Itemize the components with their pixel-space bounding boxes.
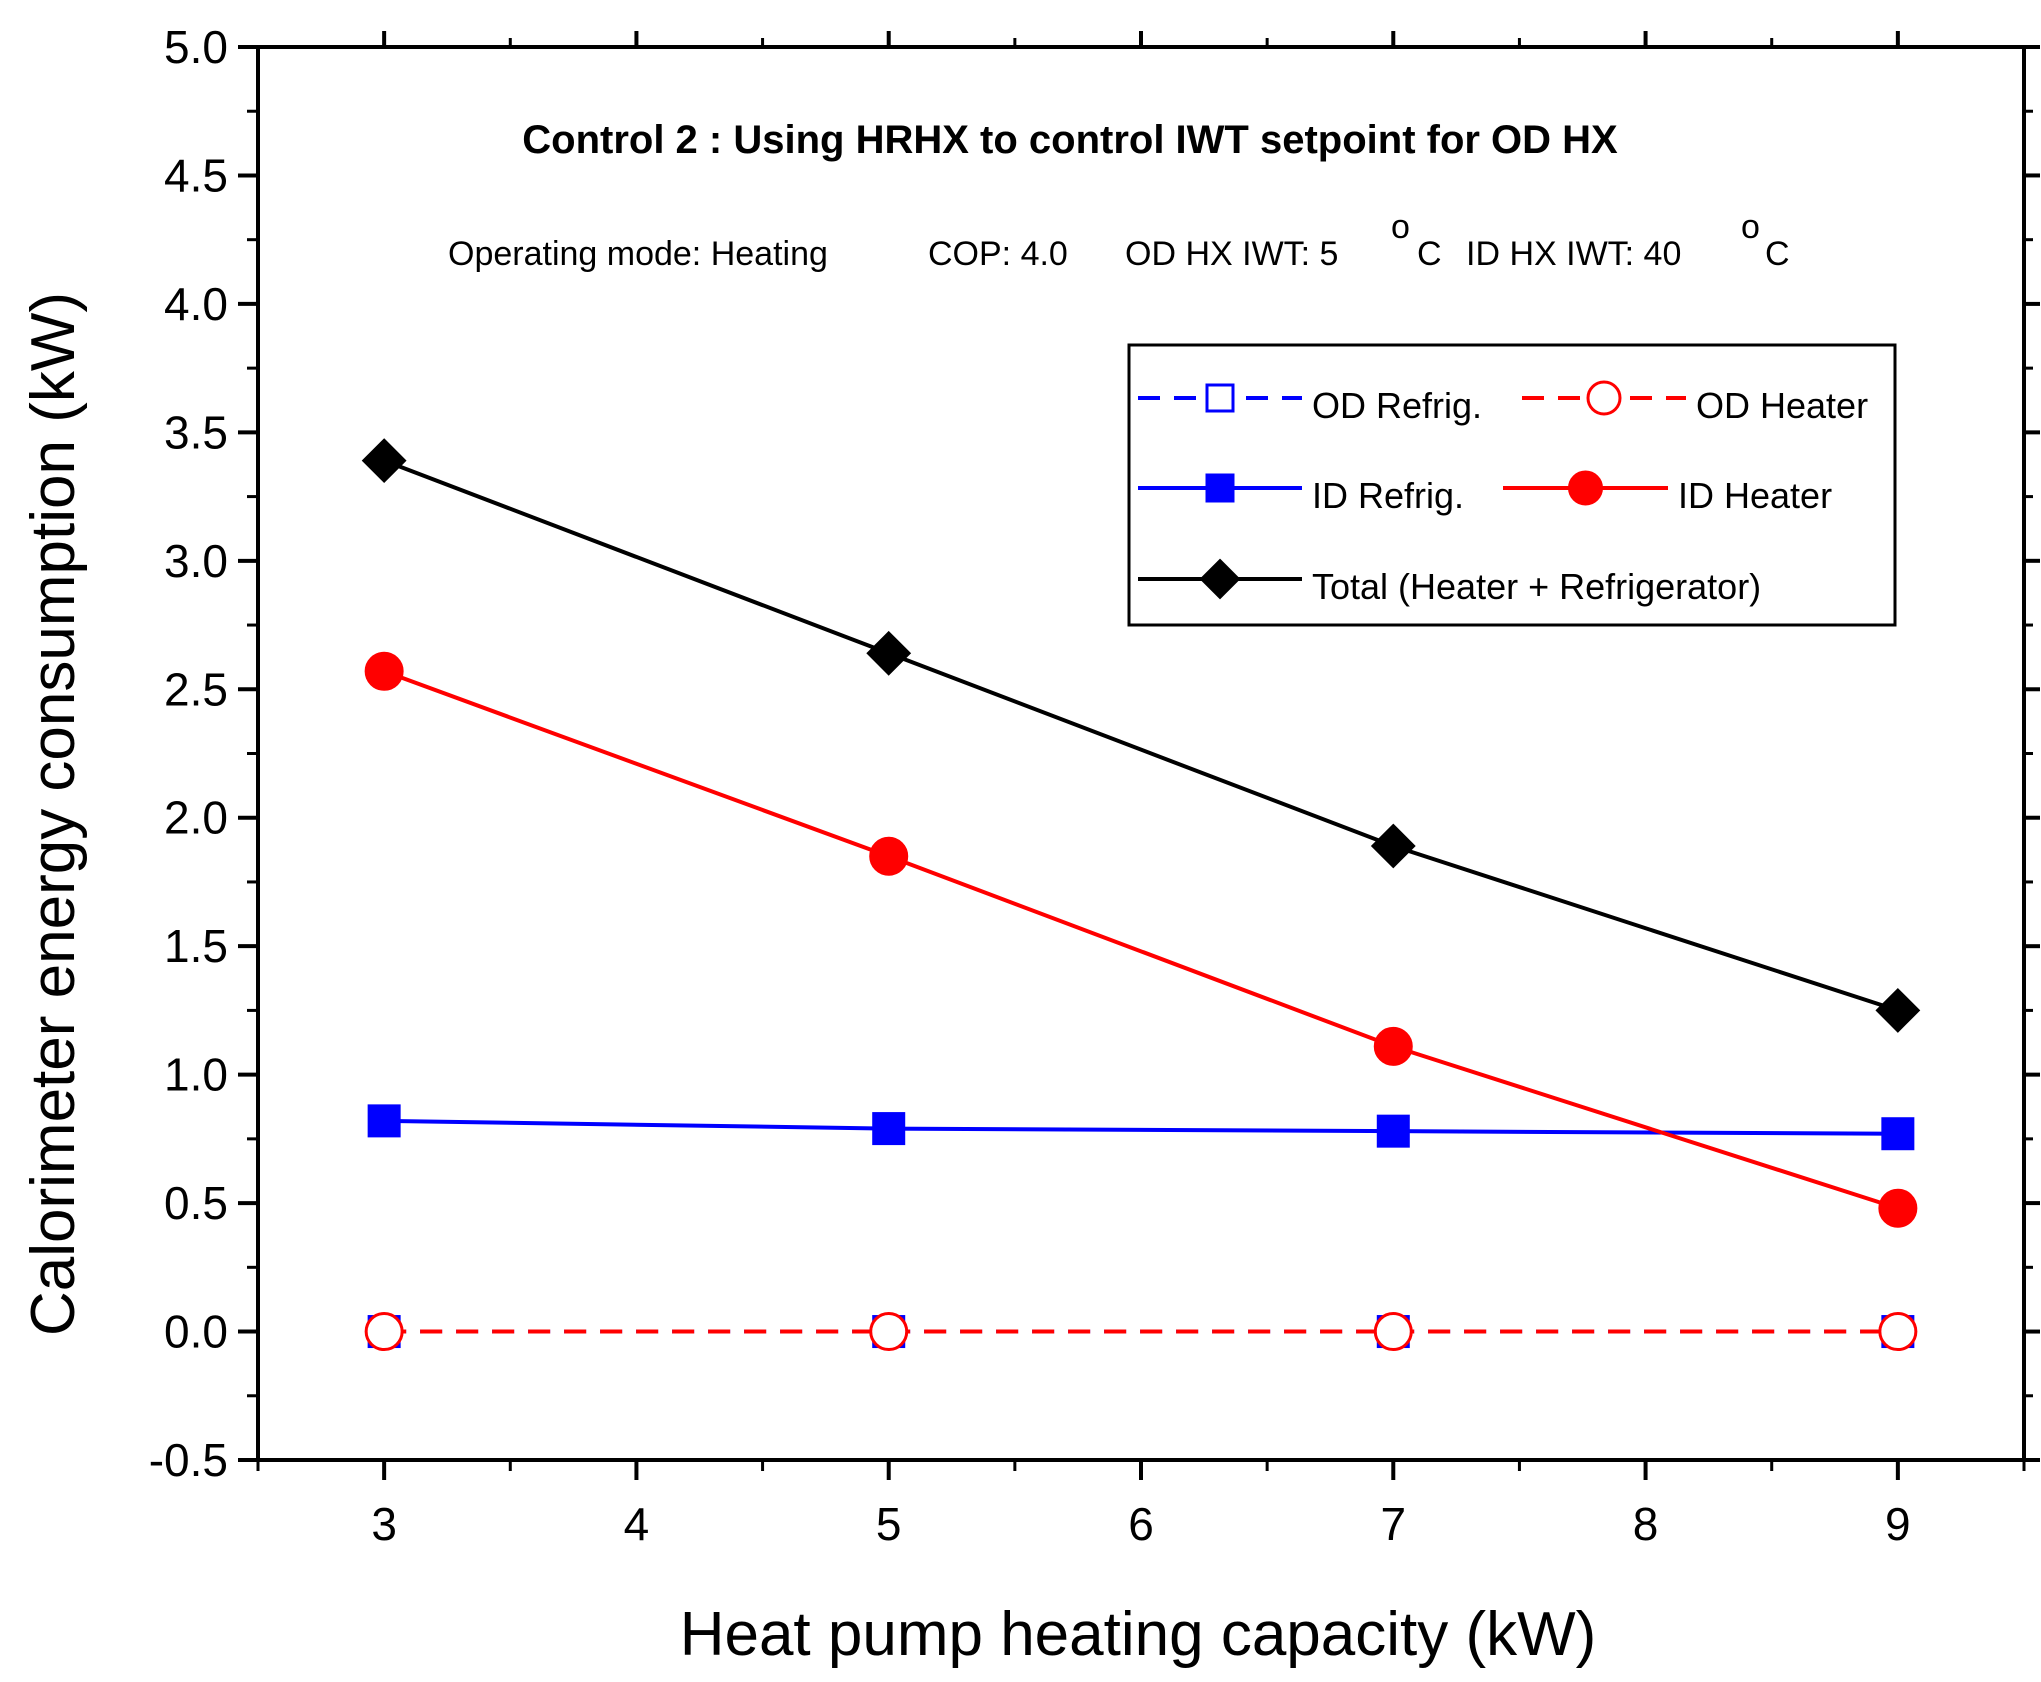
subtitle-cop: COP: 4.0	[928, 235, 1068, 273]
point-id-refrig	[367, 1104, 401, 1138]
x-axis-title: Heat pump heating capacity (kW)	[680, 1600, 1597, 1669]
point-id-heater	[869, 836, 909, 876]
subtitle-mode: Operating mode: Heating	[448, 235, 828, 273]
x-tick-label: 4	[624, 1498, 650, 1550]
y-tick-label: 4.0	[164, 278, 228, 330]
x-tick-label: 3	[371, 1498, 397, 1550]
subtitle-od-unit: C	[1417, 235, 1442, 273]
series-od-heater	[364, 1312, 1918, 1352]
point-total-heater-refrigerator	[866, 630, 912, 676]
point-od-heater	[1373, 1312, 1413, 1352]
y-tick-label: 2.5	[164, 663, 228, 715]
x-tick-label: 7	[1380, 1498, 1406, 1550]
point-id-refrig	[1376, 1114, 1410, 1148]
x-tick-label: 8	[1633, 1498, 1659, 1550]
chart-subtitle: Operating mode: Heating COP: 4.0 OD HX I…	[448, 208, 1790, 273]
legend: OD Refrig. OD Heater ID Refrig. ID Heater To…	[1127, 343, 1897, 627]
subtitle-od-degree: o	[1391, 208, 1410, 246]
series-line-id-refrig	[384, 1118, 1898, 1136]
point-total-heater-refrigerator	[1875, 987, 1921, 1033]
subtitle-id-iwt: ID HX IWT: 40	[1466, 235, 1681, 273]
subtitle-od-iwt: OD HX IWT: 5	[1125, 235, 1338, 273]
y-tick-label: 3.0	[164, 535, 228, 587]
legend-marker-id-refrig	[1205, 473, 1235, 503]
series-total-heater-refrigerator	[361, 438, 1921, 1033]
legend-marker-id-heater	[1568, 470, 1603, 506]
point-id-heater	[1878, 1188, 1918, 1228]
legend-marker-od-heater	[1586, 380, 1622, 416]
y-tick-label: 3.5	[164, 406, 228, 458]
point-id-heater	[1373, 1026, 1413, 1066]
y-tick-label: -0.5	[149, 1434, 228, 1486]
legend-label-od-refrig: OD Refrig.	[1312, 385, 1482, 426]
y-tick-label: 5.0	[164, 21, 228, 73]
chart-title: Control 2 : Using HRHX to control IWT se…	[522, 118, 1618, 162]
series-id-refrig	[367, 1104, 1915, 1151]
y-axis-title: Calorimeter energy consumption (kW)	[19, 292, 88, 1336]
point-id-heater	[364, 651, 404, 691]
series-id-heater	[364, 651, 1918, 1228]
series-line-total-heater-refrigerator	[383, 458, 1899, 1013]
legend-label-od-heater: OD Heater	[1696, 385, 1868, 426]
point-od-heater	[1878, 1312, 1918, 1352]
point-id-refrig	[872, 1112, 906, 1146]
series-line-id-heater	[383, 669, 1899, 1211]
y-tick-label: 4.5	[164, 149, 228, 201]
y-tick-label: 1.5	[164, 920, 228, 972]
x-tick-label: 5	[876, 1498, 902, 1550]
series-layer	[361, 438, 1921, 1352]
legend-marker-total-heater-refrigerator	[1199, 558, 1241, 600]
point-od-heater	[364, 1312, 404, 1352]
x-tick-label: 9	[1885, 1498, 1911, 1550]
point-od-heater	[869, 1312, 909, 1352]
y-tick-label: 0.5	[164, 1177, 228, 1229]
legend-marker-od-refrig	[1205, 383, 1235, 413]
legend-label-total-heater-refrigerator: Total (Heater + Refrigerator)	[1312, 566, 1761, 607]
y-tick-label: 2.0	[164, 792, 228, 844]
point-total-heater-refrigerator	[361, 438, 407, 484]
axis-ticks: 3 4 5 6 7 8 9 -0.5 0.0 0.5 1.0 1.5 2.0 2.5 3.0 3.5 4.0 4.…	[149, 21, 2040, 1550]
point-id-refrig	[1881, 1117, 1915, 1151]
subtitle-id-degree: o	[1741, 208, 1760, 246]
point-total-heater-refrigerator	[1370, 823, 1416, 869]
y-tick-label: 0.0	[164, 1306, 228, 1358]
subtitle-id-unit: C	[1765, 235, 1790, 273]
legend-label-id-refrig: ID Refrig.	[1312, 475, 1464, 516]
legend-label-id-heater: ID Heater	[1678, 475, 1832, 516]
x-tick-label: 6	[1128, 1498, 1154, 1550]
y-tick-label: 1.0	[164, 1049, 228, 1101]
